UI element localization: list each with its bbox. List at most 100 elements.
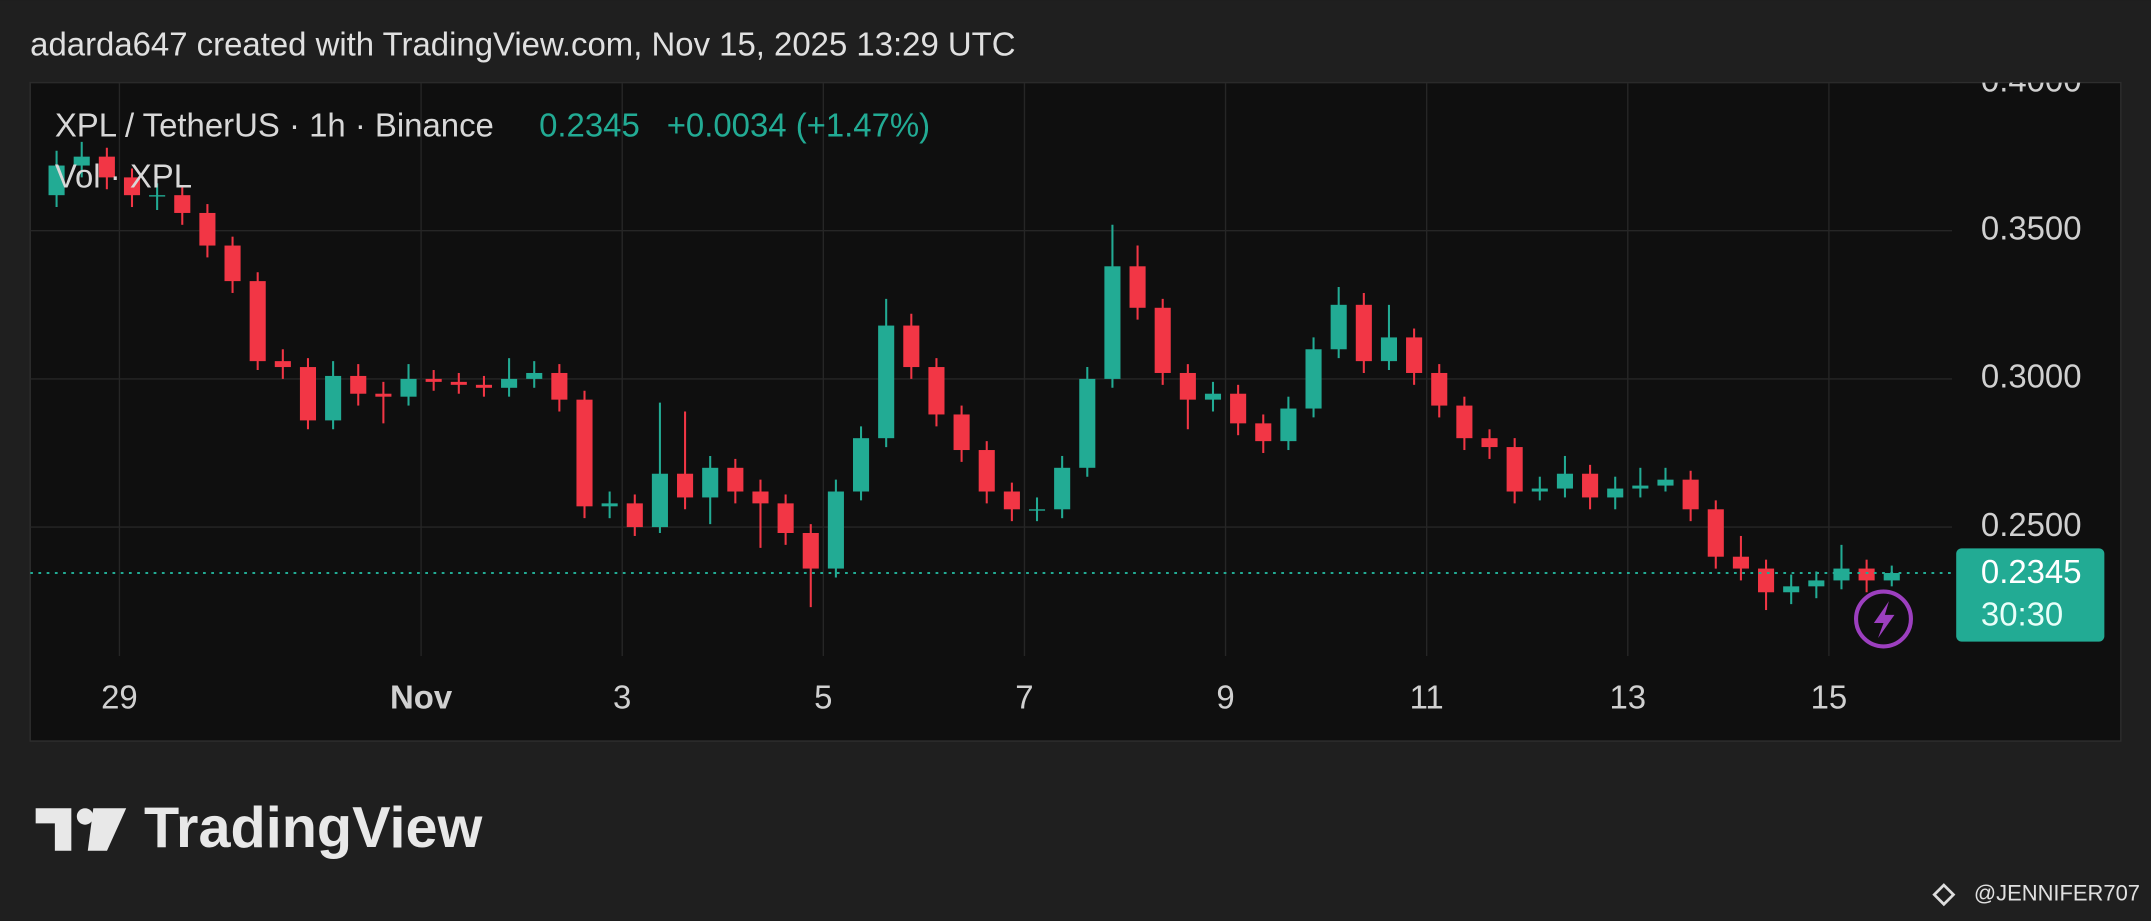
candle-body bbox=[1682, 479, 1699, 510]
x-tick-label: 7 bbox=[1015, 679, 1033, 716]
candle-body bbox=[1406, 337, 1423, 373]
candle-body bbox=[903, 325, 920, 368]
candle-body bbox=[1833, 568, 1850, 581]
candle-body bbox=[1154, 307, 1171, 373]
caption: adarda647 created with TradingView.com, … bbox=[30, 26, 1015, 63]
candle-body bbox=[1607, 488, 1624, 498]
candle-body bbox=[576, 399, 593, 507]
candle-body bbox=[1732, 556, 1749, 569]
candle-body bbox=[827, 491, 844, 569]
candle-body bbox=[1054, 467, 1071, 510]
candle-body bbox=[677, 473, 694, 498]
last-price: 0.2345 bbox=[539, 107, 640, 144]
candle-body bbox=[48, 165, 65, 196]
brand-logo: TradingView bbox=[35, 796, 483, 860]
candle-body bbox=[123, 177, 141, 196]
last-price-value: 0.2345 bbox=[1981, 553, 2082, 590]
candle-body bbox=[626, 503, 643, 528]
legend: XPL / TetherUS · 1h · Binance 0.2345 +0.… bbox=[55, 107, 930, 195]
candle-body bbox=[299, 367, 317, 421]
candle-body bbox=[425, 378, 442, 382]
candle-body bbox=[1305, 349, 1322, 409]
candle-body bbox=[953, 414, 970, 451]
brand-name: TradingView bbox=[144, 796, 482, 860]
candle-body bbox=[1808, 580, 1825, 587]
candle-body bbox=[1506, 447, 1523, 492]
candle-body bbox=[400, 378, 417, 397]
candle-body bbox=[928, 367, 945, 415]
candle-body bbox=[1255, 423, 1272, 442]
candles bbox=[30, 141, 1953, 611]
x-tick-label: 5 bbox=[814, 679, 832, 716]
candle-body bbox=[1883, 573, 1900, 581]
candle-body bbox=[601, 503, 618, 507]
volume-label: Vol · XPL bbox=[55, 157, 192, 194]
candle-body bbox=[1003, 491, 1020, 510]
candle-body bbox=[1079, 378, 1096, 468]
symbol-title: XPL / TetherUS · 1h · Binance bbox=[55, 107, 494, 144]
candle-body bbox=[1758, 568, 1775, 593]
candle-body bbox=[702, 467, 719, 498]
candle-body bbox=[1230, 393, 1247, 424]
chart-pane bbox=[29, 81, 2122, 742]
candle-body bbox=[1582, 473, 1599, 498]
time-axis: 29 Nov 3 5 7 9 11 13 15 bbox=[101, 679, 1847, 716]
price-axis: 0.2500 0.3000 0.3500 0.4000 bbox=[1981, 61, 2082, 543]
candle-body bbox=[174, 195, 191, 213]
x-tick-label: 15 bbox=[1811, 679, 1848, 716]
candle-body bbox=[199, 212, 216, 246]
grid bbox=[30, 82, 1953, 656]
candle-body bbox=[1431, 372, 1448, 406]
candle-body bbox=[149, 195, 166, 197]
candle-body bbox=[350, 375, 367, 394]
candle-body bbox=[878, 325, 895, 439]
lightning-icon bbox=[1854, 589, 1913, 649]
candle-body bbox=[1355, 304, 1372, 362]
candle-body bbox=[551, 372, 568, 400]
candle-body bbox=[777, 503, 794, 534]
candle-body bbox=[526, 372, 543, 379]
candle-body bbox=[852, 438, 870, 492]
last-price-box bbox=[1956, 548, 2105, 642]
candle-body bbox=[450, 381, 467, 385]
candle-body bbox=[1129, 266, 1146, 308]
candle-body bbox=[1632, 485, 1649, 489]
candle-body bbox=[1531, 488, 1548, 492]
watermark-icon bbox=[1932, 883, 1956, 907]
candle-body bbox=[802, 533, 819, 569]
candle-body bbox=[375, 393, 392, 397]
price-label: 0.2345 30:30 bbox=[1956, 548, 2105, 642]
x-tick-label: 29 bbox=[101, 679, 138, 716]
candle-body bbox=[501, 378, 518, 388]
candle-body bbox=[224, 245, 241, 282]
x-tick-label: 3 bbox=[613, 679, 631, 716]
candle-body bbox=[325, 375, 342, 421]
candle-body bbox=[1330, 304, 1347, 350]
candle-body bbox=[1858, 568, 1875, 581]
y-tick-label: 0.4000 bbox=[1981, 61, 2082, 98]
x-tick-label: 13 bbox=[1609, 679, 1646, 716]
candle-body bbox=[1204, 393, 1222, 400]
candle-body bbox=[978, 450, 995, 492]
x-tick-label: 9 bbox=[1216, 679, 1234, 716]
y-tick-label: 0.3000 bbox=[1981, 358, 2082, 395]
countdown: 30:30 bbox=[1981, 596, 2063, 633]
candle-body bbox=[1456, 405, 1473, 439]
candle-body bbox=[727, 467, 744, 492]
candle-body bbox=[475, 384, 492, 388]
candle-body bbox=[1481, 438, 1498, 448]
candle-body bbox=[249, 281, 266, 362]
candle-body bbox=[1657, 479, 1674, 486]
watermark: @JENNIFER707 bbox=[1974, 880, 2140, 905]
candle-body bbox=[1104, 266, 1121, 379]
candle-body bbox=[1028, 509, 1046, 511]
y-tick-label: 0.2500 bbox=[1981, 506, 2082, 543]
candle-body bbox=[752, 491, 769, 504]
candle-body bbox=[651, 473, 668, 528]
candle-body bbox=[1179, 372, 1196, 400]
y-tick-label: 0.3500 bbox=[1981, 209, 2082, 246]
candle-body bbox=[1783, 586, 1800, 593]
price-change: +0.0034 (+1.47%) bbox=[667, 107, 930, 144]
